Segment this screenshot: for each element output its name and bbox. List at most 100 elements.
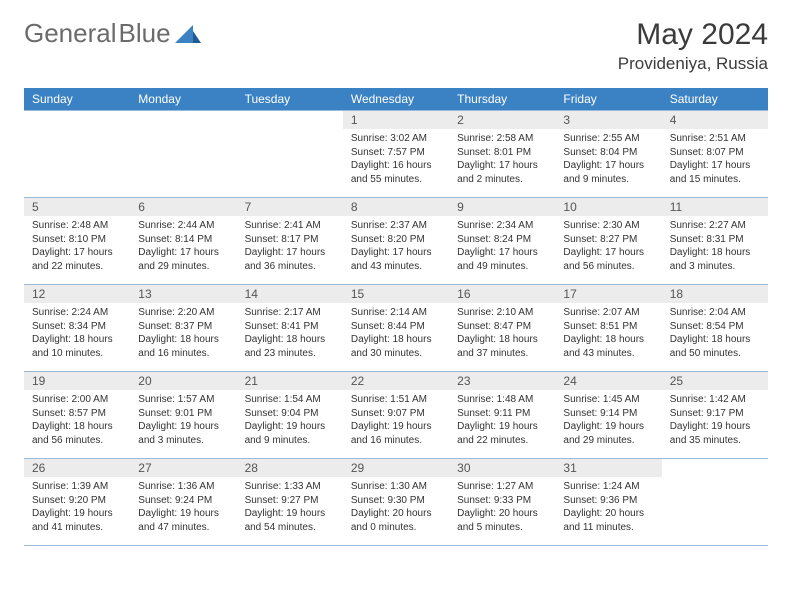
calendar-cell: 22Sunrise: 1:51 AMSunset: 9:07 PMDayligh… — [343, 372, 449, 458]
day-number: 11 — [662, 198, 768, 216]
daylight: Daylight: 19 hours and 41 minutes. — [32, 507, 122, 534]
calendar-row: 12Sunrise: 2:24 AMSunset: 8:34 PMDayligh… — [24, 284, 768, 371]
sunrise: Sunrise: 1:51 AM — [351, 393, 441, 407]
day-body: Sunrise: 2:48 AMSunset: 8:10 PMDaylight:… — [24, 216, 130, 277]
daylight: Daylight: 17 hours and 29 minutes. — [138, 246, 228, 273]
daylight: Daylight: 18 hours and 37 minutes. — [457, 333, 547, 360]
sunrise: Sunrise: 2:07 AM — [563, 306, 653, 320]
sunrise: Sunrise: 2:55 AM — [563, 132, 653, 146]
sunset: Sunset: 9:07 PM — [351, 407, 441, 421]
daylight: Daylight: 19 hours and 3 minutes. — [138, 420, 228, 447]
day-number: 13 — [130, 285, 236, 303]
day-body: Sunrise: 2:14 AMSunset: 8:44 PMDaylight:… — [343, 303, 449, 364]
daylight: Daylight: 19 hours and 47 minutes. — [138, 507, 228, 534]
day-header: Saturday — [662, 88, 768, 110]
sunrise: Sunrise: 1:42 AM — [670, 393, 760, 407]
sunrise: Sunrise: 2:34 AM — [457, 219, 547, 233]
sunrise: Sunrise: 1:39 AM — [32, 480, 122, 494]
day-number: 15 — [343, 285, 449, 303]
calendar-body: 1Sunrise: 3:02 AMSunset: 7:57 PMDaylight… — [24, 110, 768, 546]
day-number: 26 — [24, 459, 130, 477]
day-body: Sunrise: 1:39 AMSunset: 9:20 PMDaylight:… — [24, 477, 130, 538]
day-number: 4 — [662, 111, 768, 129]
day-body: Sunrise: 1:24 AMSunset: 9:36 PMDaylight:… — [555, 477, 661, 538]
sunset: Sunset: 8:31 PM — [670, 233, 760, 247]
daylight: Daylight: 18 hours and 3 minutes. — [670, 246, 760, 273]
day-body: Sunrise: 2:44 AMSunset: 8:14 PMDaylight:… — [130, 216, 236, 277]
sunset: Sunset: 8:54 PM — [670, 320, 760, 334]
calendar-cell: 30Sunrise: 1:27 AMSunset: 9:33 PMDayligh… — [449, 459, 555, 545]
calendar-cell: 25Sunrise: 1:42 AMSunset: 9:17 PMDayligh… — [662, 372, 768, 458]
calendar-cell: 18Sunrise: 2:04 AMSunset: 8:54 PMDayligh… — [662, 285, 768, 371]
sunset: Sunset: 9:33 PM — [457, 494, 547, 508]
sunrise: Sunrise: 1:48 AM — [457, 393, 547, 407]
logo-text-2: Blue — [119, 18, 171, 49]
sunset: Sunset: 9:27 PM — [245, 494, 335, 508]
day-number: 8 — [343, 198, 449, 216]
day-body: Sunrise: 1:54 AMSunset: 9:04 PMDaylight:… — [237, 390, 343, 451]
daylight: Daylight: 17 hours and 36 minutes. — [245, 246, 335, 273]
day-body: Sunrise: 2:24 AMSunset: 8:34 PMDaylight:… — [24, 303, 130, 364]
daylight: Daylight: 17 hours and 9 minutes. — [563, 159, 653, 186]
daylight: Daylight: 19 hours and 29 minutes. — [563, 420, 653, 447]
sunset: Sunset: 8:47 PM — [457, 320, 547, 334]
day-number: 1 — [343, 111, 449, 129]
day-number: 20 — [130, 372, 236, 390]
sunrise: Sunrise: 2:30 AM — [563, 219, 653, 233]
sunset: Sunset: 9:04 PM — [245, 407, 335, 421]
sunrise: Sunrise: 2:24 AM — [32, 306, 122, 320]
calendar-cell: 5Sunrise: 2:48 AMSunset: 8:10 PMDaylight… — [24, 198, 130, 284]
calendar-cell: 20Sunrise: 1:57 AMSunset: 9:01 PMDayligh… — [130, 372, 236, 458]
calendar-row: 1Sunrise: 3:02 AMSunset: 7:57 PMDaylight… — [24, 110, 768, 197]
sunrise: Sunrise: 2:44 AM — [138, 219, 228, 233]
logo: GeneralBlue — [24, 18, 201, 49]
day-body: Sunrise: 2:51 AMSunset: 8:07 PMDaylight:… — [662, 129, 768, 190]
daylight: Daylight: 19 hours and 16 minutes. — [351, 420, 441, 447]
sunrise: Sunrise: 2:41 AM — [245, 219, 335, 233]
calendar-cell: 14Sunrise: 2:17 AMSunset: 8:41 PMDayligh… — [237, 285, 343, 371]
calendar-cell — [237, 111, 343, 197]
calendar-cell: 11Sunrise: 2:27 AMSunset: 8:31 PMDayligh… — [662, 198, 768, 284]
day-number: 9 — [449, 198, 555, 216]
day-number: 25 — [662, 372, 768, 390]
day-number: 24 — [555, 372, 661, 390]
day-number: 18 — [662, 285, 768, 303]
calendar-cell: 21Sunrise: 1:54 AMSunset: 9:04 PMDayligh… — [237, 372, 343, 458]
day-header: Sunday — [24, 88, 130, 110]
day-body: Sunrise: 2:37 AMSunset: 8:20 PMDaylight:… — [343, 216, 449, 277]
daylight: Daylight: 18 hours and 56 minutes. — [32, 420, 122, 447]
day-header: Wednesday — [343, 88, 449, 110]
calendar-cell: 15Sunrise: 2:14 AMSunset: 8:44 PMDayligh… — [343, 285, 449, 371]
day-number: 31 — [555, 459, 661, 477]
day-number: 27 — [130, 459, 236, 477]
day-body: Sunrise: 1:45 AMSunset: 9:14 PMDaylight:… — [555, 390, 661, 451]
daylight: Daylight: 16 hours and 55 minutes. — [351, 159, 441, 186]
calendar-cell: 26Sunrise: 1:39 AMSunset: 9:20 PMDayligh… — [24, 459, 130, 545]
calendar-cell: 12Sunrise: 2:24 AMSunset: 8:34 PMDayligh… — [24, 285, 130, 371]
day-number: 2 — [449, 111, 555, 129]
calendar-cell: 13Sunrise: 2:20 AMSunset: 8:37 PMDayligh… — [130, 285, 236, 371]
sunset: Sunset: 8:14 PM — [138, 233, 228, 247]
day-body: Sunrise: 1:48 AMSunset: 9:11 PMDaylight:… — [449, 390, 555, 451]
day-header: Friday — [555, 88, 661, 110]
sunset: Sunset: 9:36 PM — [563, 494, 653, 508]
daylight: Daylight: 17 hours and 56 minutes. — [563, 246, 653, 273]
daylight: Daylight: 17 hours and 49 minutes. — [457, 246, 547, 273]
day-header: Thursday — [449, 88, 555, 110]
day-body: Sunrise: 2:00 AMSunset: 8:57 PMDaylight:… — [24, 390, 130, 451]
sunrise: Sunrise: 1:33 AM — [245, 480, 335, 494]
sunrise: Sunrise: 2:14 AM — [351, 306, 441, 320]
daylight: Daylight: 18 hours and 16 minutes. — [138, 333, 228, 360]
day-body: Sunrise: 1:33 AMSunset: 9:27 PMDaylight:… — [237, 477, 343, 538]
sunrise: Sunrise: 2:48 AM — [32, 219, 122, 233]
day-body: Sunrise: 1:27 AMSunset: 9:33 PMDaylight:… — [449, 477, 555, 538]
day-body: Sunrise: 2:34 AMSunset: 8:24 PMDaylight:… — [449, 216, 555, 277]
sunset: Sunset: 7:57 PM — [351, 146, 441, 160]
calendar-cell: 8Sunrise: 2:37 AMSunset: 8:20 PMDaylight… — [343, 198, 449, 284]
day-number: 16 — [449, 285, 555, 303]
sunrise: Sunrise: 1:24 AM — [563, 480, 653, 494]
calendar-cell: 24Sunrise: 1:45 AMSunset: 9:14 PMDayligh… — [555, 372, 661, 458]
calendar-cell: 7Sunrise: 2:41 AMSunset: 8:17 PMDaylight… — [237, 198, 343, 284]
day-body: Sunrise: 2:07 AMSunset: 8:51 PMDaylight:… — [555, 303, 661, 364]
sunrise: Sunrise: 2:51 AM — [670, 132, 760, 146]
